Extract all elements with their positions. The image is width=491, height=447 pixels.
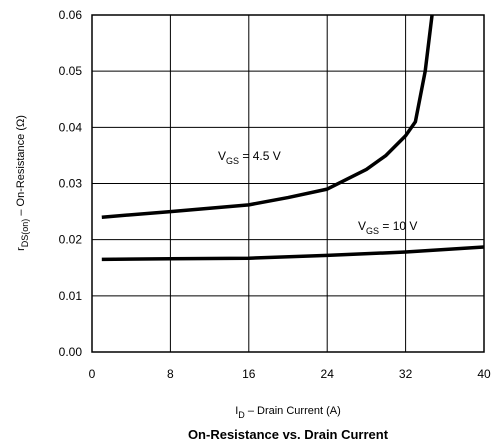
x-axis-label-part: I (235, 405, 238, 417)
series-line (101, 15, 434, 219)
plot-frame (91, 14, 485, 353)
x-tick-label: 24 (321, 367, 335, 381)
annotation-part: = 10 V (379, 219, 417, 233)
annotation-part: = 4.5 V (239, 149, 281, 163)
annotation-part: V (218, 149, 226, 163)
x-tick-label: 8 (167, 367, 174, 381)
y-tick-label: 0.05 (59, 64, 83, 78)
chart-title: On-Resistance vs. Drain Current (188, 427, 389, 442)
annotation-part: GS (226, 156, 239, 166)
annotation: VGS = 10 V (358, 219, 417, 236)
annotation-part: GS (366, 226, 379, 236)
y-tick-label: 0.06 (59, 8, 83, 22)
y-axis-label-part: r (15, 247, 27, 251)
x-tick-label: 40 (477, 367, 491, 381)
annotation-part: V (358, 219, 366, 233)
x-axis-label-part: – Drain Current (A) (245, 405, 341, 417)
series-line (101, 245, 484, 262)
x-axis-label-part: D (238, 410, 245, 420)
y-tick-label: 0.00 (59, 345, 83, 359)
y-tick-label: 0.01 (59, 289, 83, 303)
x-tick-label: 32 (399, 367, 413, 381)
x-axis-label: ID – Drain Current (A) (235, 405, 341, 420)
annotation: VGS = 4.5 V (218, 149, 281, 166)
y-axis-label-part: DS(on) (20, 219, 30, 248)
y-axis-label: rDS(on) – On-Resistance (Ω) (15, 115, 30, 251)
x-tick-label: 0 (89, 367, 96, 381)
x-tick-label: 16 (242, 367, 256, 381)
y-axis-label-part: – On-Resistance (Ω) (15, 115, 27, 219)
y-tick-label: 0.04 (59, 120, 83, 134)
y-tick-label: 0.02 (59, 233, 83, 247)
y-tick-label: 0.03 (59, 177, 83, 191)
